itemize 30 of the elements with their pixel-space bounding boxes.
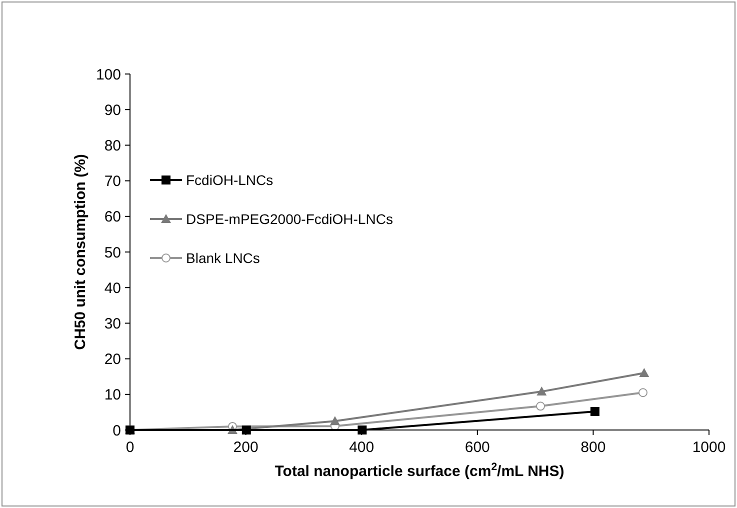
legend-label: Blank LNCs (186, 250, 260, 266)
y-tick-label: 100 (96, 66, 121, 84)
x-tick-label: 200 (233, 439, 258, 456)
point (639, 368, 650, 378)
point (330, 416, 340, 426)
x-axis-title: Total nanoparticle surface (cm$^{2}$/mL NHS) (274, 461, 564, 480)
point (590, 406, 600, 416)
point (638, 388, 648, 398)
point (536, 386, 547, 396)
x-tick-label: 800 (580, 439, 606, 456)
y-tick-label: 70 (104, 173, 121, 190)
point (358, 426, 367, 434)
y-tick-label: 20 (104, 351, 121, 368)
y-tick-label: 60 (104, 208, 121, 226)
legend-label: FcdiOH-LNCs (186, 172, 274, 188)
legend-label: DSPE-mPEG2000-FcdiOH-LNCs (186, 210, 393, 227)
y-tick-label: 0 (112, 422, 121, 440)
x-tick-label: 0 (126, 439, 134, 456)
y-tick-label: 50 (104, 244, 121, 262)
x-tick-label: 1000 (692, 439, 726, 456)
x-tick-label: 600 (464, 439, 490, 456)
y-tick-label: 90 (104, 102, 121, 119)
point (242, 426, 251, 434)
y-axis-title: CH50 unit consumption (%) (72, 154, 89, 350)
y-tick-label: 30 (104, 315, 121, 332)
x-tick-label: 400 (349, 439, 374, 456)
y-tick-label: 40 (104, 280, 121, 297)
y-tick-label: 80 (104, 137, 121, 154)
point (536, 402, 546, 411)
y-tick-label: 10 (104, 386, 121, 404)
